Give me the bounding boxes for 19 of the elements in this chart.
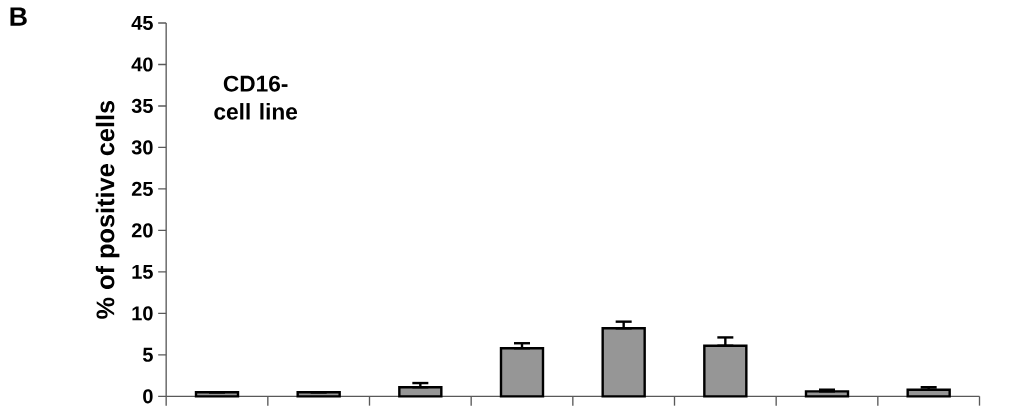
bar xyxy=(703,344,748,398)
annotation: CD16- cell line xyxy=(214,75,298,120)
y-tick-label: 15 xyxy=(132,264,153,279)
bar xyxy=(194,390,240,398)
y-tick-label: 10 xyxy=(132,306,153,321)
y-tick-label: 45 xyxy=(131,15,153,30)
y-tick-label: 40 xyxy=(131,57,153,72)
y-tick-label: 30 xyxy=(131,140,153,155)
chart-title: B xyxy=(10,7,27,26)
y-tick-label: 0 xyxy=(143,389,153,404)
bar xyxy=(499,346,545,398)
y-tick-label: 5 xyxy=(142,347,153,362)
y-tick-label: 35 xyxy=(131,98,153,113)
y-axis-title: % of positive cells xyxy=(95,100,120,319)
y-tick-label: 25 xyxy=(131,181,153,196)
bar xyxy=(398,385,443,398)
bar xyxy=(296,390,341,398)
bar xyxy=(601,326,646,398)
y-tick-label: 20 xyxy=(131,223,153,238)
